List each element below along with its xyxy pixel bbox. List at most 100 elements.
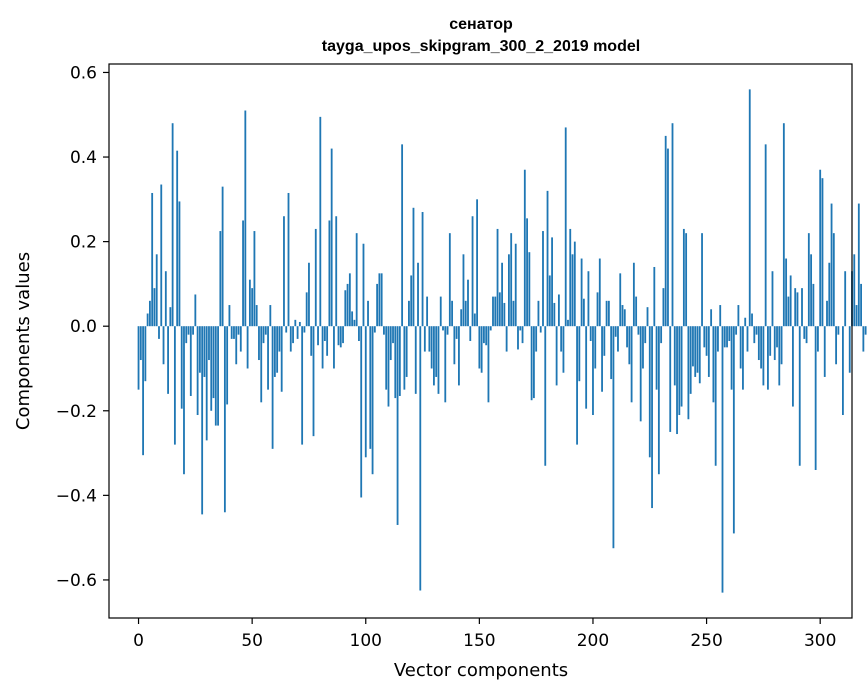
bar [376, 284, 378, 326]
bar [728, 326, 730, 341]
bar [315, 229, 317, 326]
bar [792, 326, 794, 406]
bar [737, 305, 739, 326]
bar [687, 326, 689, 419]
bar [615, 326, 617, 337]
bar [762, 326, 764, 385]
bar [460, 309, 462, 326]
bar [747, 326, 749, 351]
bar [424, 326, 426, 351]
bar [176, 151, 178, 327]
bar [833, 233, 835, 326]
bar [158, 326, 160, 339]
bar [678, 326, 680, 415]
bar [488, 326, 490, 402]
bar [413, 208, 415, 326]
bar [556, 326, 558, 385]
bar [601, 326, 603, 392]
bar [669, 326, 671, 432]
bar [499, 292, 501, 326]
bar [263, 326, 265, 343]
bar [417, 263, 419, 326]
bar [810, 254, 812, 326]
bar [644, 326, 646, 343]
bar [399, 326, 401, 396]
bar [440, 297, 442, 327]
bar [476, 199, 478, 326]
bar [517, 326, 519, 349]
bar [447, 326, 449, 334]
bar [681, 326, 683, 406]
x-axis-label: Vector components [394, 660, 568, 681]
bar [837, 326, 839, 334]
bar [574, 242, 576, 327]
bar [269, 305, 271, 326]
bar [281, 326, 283, 392]
bar [388, 326, 390, 406]
bar [179, 201, 181, 326]
bar [510, 233, 512, 326]
bar [758, 326, 760, 360]
bar [199, 326, 201, 373]
bar [699, 326, 701, 383]
bar [585, 326, 587, 408]
bar [674, 326, 676, 385]
bar [217, 326, 219, 425]
bar [624, 309, 626, 326]
bar [787, 297, 789, 327]
bar [240, 326, 242, 351]
bar [492, 297, 494, 327]
bar [319, 117, 321, 326]
bar [785, 259, 787, 327]
bar [597, 292, 599, 326]
bar [435, 326, 437, 377]
bar [360, 326, 362, 497]
bar [367, 301, 369, 326]
bar [715, 326, 717, 466]
bar [478, 326, 480, 368]
bar [267, 326, 269, 389]
bar [722, 326, 724, 592]
bar [397, 326, 399, 525]
bar [533, 326, 535, 398]
bar [531, 326, 533, 400]
y-tick-label: −0.2 [56, 402, 97, 422]
bar [633, 263, 635, 326]
bar [456, 326, 458, 339]
bar [415, 326, 417, 394]
bar [410, 275, 412, 326]
bar [433, 326, 435, 385]
bar [331, 149, 333, 327]
y-tick-label: −0.6 [56, 571, 97, 591]
bar [710, 309, 712, 326]
bar [731, 326, 733, 389]
bar [767, 326, 769, 389]
bar [226, 326, 228, 404]
bar [276, 326, 278, 373]
bar [304, 326, 306, 332]
x-tick-label: 200 [577, 631, 609, 651]
bar [474, 314, 476, 327]
bar [594, 326, 596, 368]
bar [569, 229, 571, 326]
bars [138, 89, 867, 592]
bar [524, 170, 526, 326]
bar [144, 326, 146, 381]
bar [726, 326, 728, 347]
bar [547, 191, 549, 326]
bar [572, 254, 574, 326]
bar [583, 299, 585, 326]
bar [576, 326, 578, 444]
bar [865, 326, 867, 334]
bar [183, 326, 185, 474]
bar [781, 326, 783, 364]
bar [283, 216, 285, 326]
bar [142, 326, 144, 455]
bar [154, 288, 156, 326]
bar [656, 326, 658, 389]
bar [801, 288, 803, 326]
bar [653, 267, 655, 326]
y-tick-label: 0.6 [70, 63, 97, 83]
